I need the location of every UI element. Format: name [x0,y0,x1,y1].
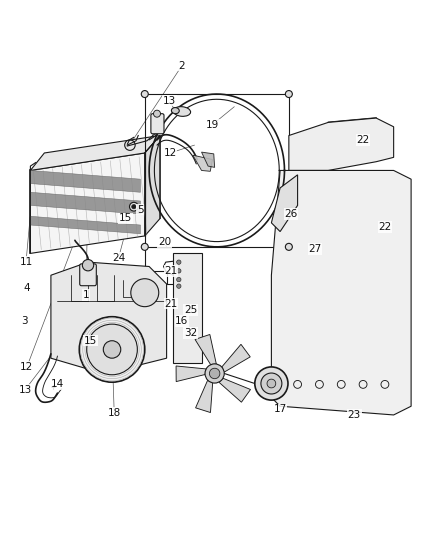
Polygon shape [30,135,160,171]
Text: 13: 13 [163,95,176,106]
Text: 13: 13 [18,385,32,394]
Text: 3: 3 [21,316,28,326]
Text: 19: 19 [206,119,219,130]
Text: 2: 2 [179,61,185,71]
FancyBboxPatch shape [80,264,96,286]
Text: 21: 21 [164,298,177,309]
Polygon shape [201,152,215,167]
Circle shape [132,205,136,209]
Text: 25: 25 [184,305,197,315]
Text: 11: 11 [19,257,33,267]
Circle shape [261,373,282,394]
Circle shape [177,284,181,288]
Polygon shape [30,171,141,192]
Circle shape [177,260,181,264]
Polygon shape [219,378,251,402]
Polygon shape [272,171,411,415]
Text: 15: 15 [84,336,97,346]
Circle shape [131,279,159,306]
Text: 22: 22 [357,135,370,145]
Text: 18: 18 [108,408,121,418]
Circle shape [286,244,292,251]
Polygon shape [222,344,250,372]
Text: 15: 15 [119,214,132,223]
Polygon shape [195,335,216,365]
Circle shape [177,277,181,282]
Text: 32: 32 [184,328,197,338]
Circle shape [141,91,148,98]
Text: 5: 5 [137,205,144,215]
Text: 23: 23 [348,410,361,420]
Polygon shape [30,153,145,253]
Text: 17: 17 [273,404,287,414]
Polygon shape [289,118,394,171]
Text: 4: 4 [24,284,30,293]
Text: 1: 1 [82,290,89,300]
Text: 12: 12 [20,362,34,372]
Circle shape [141,244,148,251]
Text: 24: 24 [112,253,125,263]
Polygon shape [145,135,160,236]
Circle shape [79,317,145,382]
Circle shape [130,203,138,211]
Text: 26: 26 [284,209,298,219]
Circle shape [82,260,94,271]
Circle shape [286,91,292,98]
Polygon shape [272,175,297,231]
Circle shape [209,368,220,379]
Ellipse shape [173,107,191,116]
Text: 20: 20 [158,238,171,247]
Text: 16: 16 [175,316,188,326]
Text: 14: 14 [51,379,64,390]
Polygon shape [196,380,213,413]
Text: 27: 27 [308,244,321,254]
Circle shape [87,324,138,375]
Circle shape [103,341,121,358]
Circle shape [267,379,276,388]
Ellipse shape [171,108,179,114]
Polygon shape [30,216,141,234]
Polygon shape [30,192,141,214]
Text: 12: 12 [163,148,177,158]
Polygon shape [176,366,206,382]
Text: 21: 21 [164,266,177,276]
Polygon shape [173,253,201,362]
Circle shape [153,110,160,117]
Circle shape [205,364,224,383]
Polygon shape [51,262,166,369]
FancyBboxPatch shape [151,114,164,134]
Circle shape [177,269,181,273]
Text: 22: 22 [378,222,392,232]
Polygon shape [193,155,212,171]
Circle shape [255,367,288,400]
